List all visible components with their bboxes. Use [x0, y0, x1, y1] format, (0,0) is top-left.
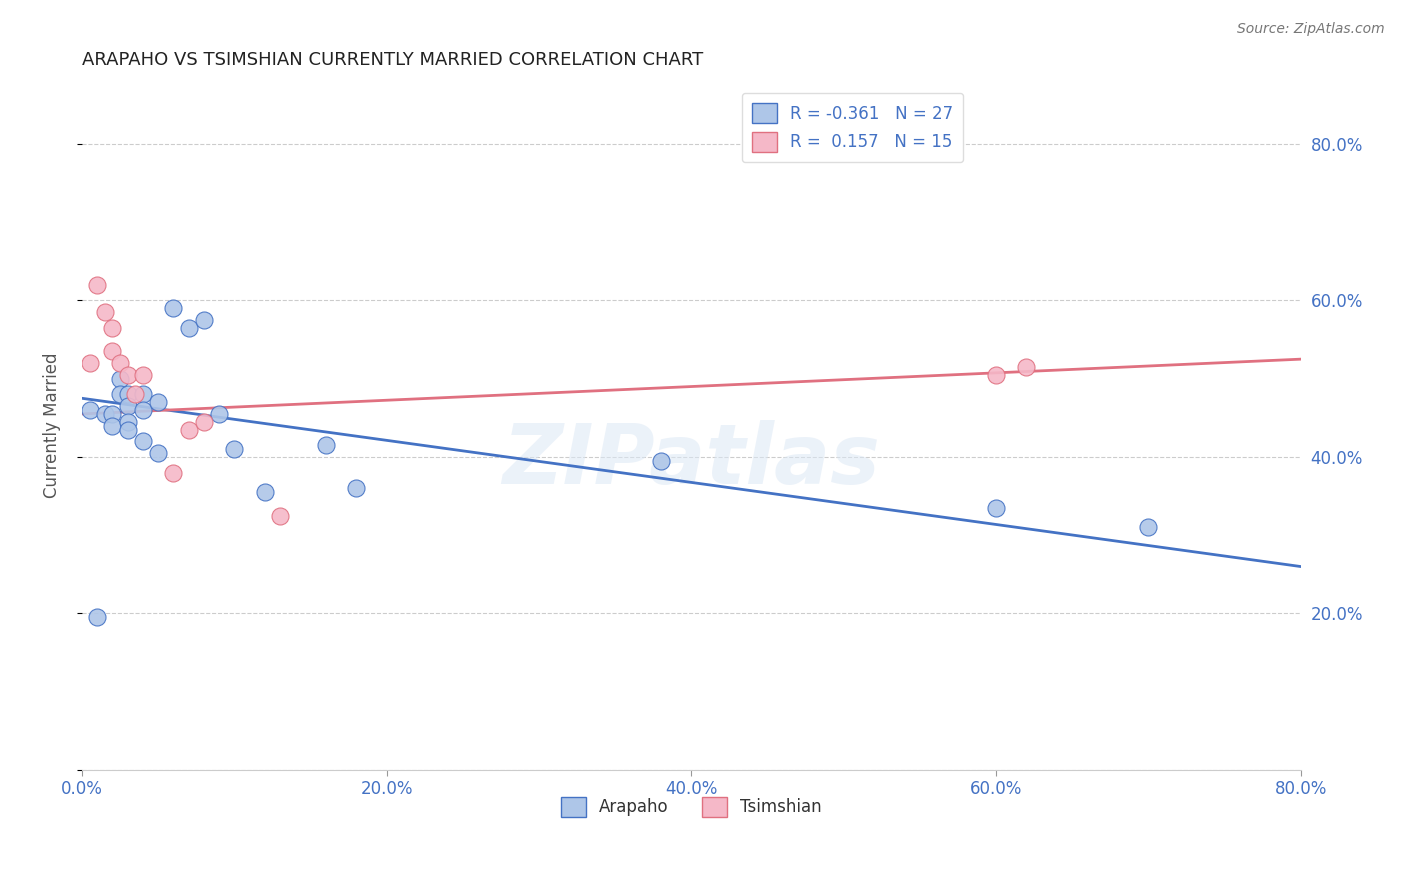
- Point: [124, 387, 146, 401]
- Point: [269, 508, 291, 523]
- Point: [86, 610, 108, 624]
- Point: [94, 305, 117, 319]
- Point: [117, 368, 139, 382]
- Point: [132, 403, 155, 417]
- Point: [984, 500, 1007, 515]
- Point: [177, 423, 200, 437]
- Point: [86, 277, 108, 292]
- Point: [177, 321, 200, 335]
- Point: [108, 387, 131, 401]
- Point: [193, 415, 215, 429]
- Point: [208, 407, 231, 421]
- Point: [101, 344, 124, 359]
- Legend: Arapaho, Tsimshian: Arapaho, Tsimshian: [554, 790, 828, 823]
- Point: [108, 356, 131, 370]
- Point: [117, 387, 139, 401]
- Point: [146, 395, 169, 409]
- Y-axis label: Currently Married: Currently Married: [44, 353, 60, 499]
- Point: [117, 415, 139, 429]
- Point: [101, 407, 124, 421]
- Point: [224, 442, 246, 457]
- Point: [94, 407, 117, 421]
- Point: [79, 356, 101, 370]
- Point: [162, 466, 184, 480]
- Point: [132, 387, 155, 401]
- Point: [132, 434, 155, 449]
- Point: [117, 399, 139, 413]
- Point: [984, 368, 1007, 382]
- Point: [315, 438, 337, 452]
- Point: [162, 301, 184, 316]
- Point: [344, 481, 367, 495]
- Text: ARAPAHO VS TSIMSHIAN CURRENTLY MARRIED CORRELATION CHART: ARAPAHO VS TSIMSHIAN CURRENTLY MARRIED C…: [82, 51, 703, 69]
- Point: [193, 313, 215, 327]
- Point: [108, 372, 131, 386]
- Point: [79, 403, 101, 417]
- Point: [253, 485, 276, 500]
- Point: [650, 454, 672, 468]
- Point: [101, 321, 124, 335]
- Text: Source: ZipAtlas.com: Source: ZipAtlas.com: [1237, 22, 1385, 37]
- Point: [146, 446, 169, 460]
- Point: [1137, 520, 1160, 534]
- Text: ZIPatlas: ZIPatlas: [502, 419, 880, 500]
- Point: [1015, 359, 1038, 374]
- Point: [117, 423, 139, 437]
- Point: [132, 368, 155, 382]
- Point: [101, 418, 124, 433]
